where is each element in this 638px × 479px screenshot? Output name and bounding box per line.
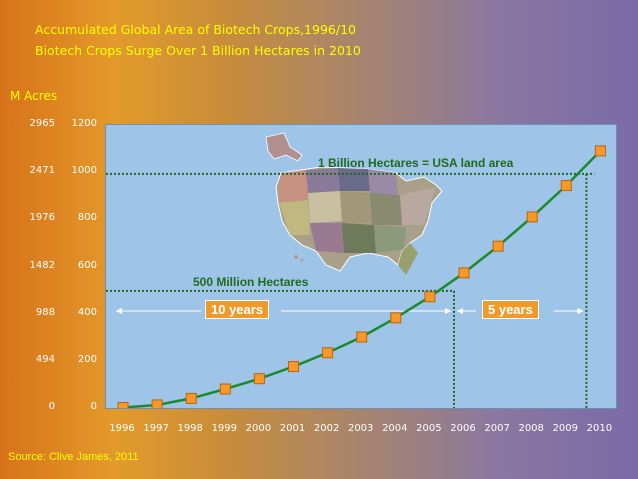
span-5-years: 5 years: [482, 300, 539, 319]
chart-subtitle: Biotech Crops Surge Over 1 Billion Hecta…: [35, 43, 361, 58]
data-point: [424, 291, 436, 303]
usa-map-icon: [265, 132, 443, 275]
x-tick-label: 2008: [518, 423, 544, 434]
data-point: [322, 347, 334, 359]
y-tick-label: 1200: [71, 118, 97, 129]
chart-svg: [106, 132, 606, 408]
data-point: [185, 392, 197, 404]
data-point: [492, 240, 504, 252]
x-tick-label: 1996: [109, 423, 135, 434]
y-tick-label: 200: [77, 353, 97, 365]
x-tick-label: 2006: [450, 423, 476, 434]
span-5-right-arrowhead: [577, 308, 584, 314]
x-tick-label: 2004: [382, 423, 408, 434]
data-point: [458, 267, 470, 279]
x-tick-label: 1999: [211, 423, 238, 434]
chart-title: Accumulated Global Area of Biotech Crops…: [35, 22, 356, 37]
x-tick-label: 2010: [586, 423, 613, 434]
y-tick-label-acres: 988: [35, 306, 55, 318]
data-point: [117, 402, 129, 408]
data-point: [253, 373, 265, 385]
data-point: [356, 331, 368, 343]
y-tick-label-acres: 2471: [29, 165, 55, 177]
data-point: [288, 361, 299, 373]
y-tick-label: 800: [77, 212, 97, 224]
x-tick-label: 1997: [143, 423, 169, 434]
y-tick-label: 400: [77, 306, 97, 318]
data-point: [526, 211, 538, 223]
y-tick-label-acres: 494: [35, 353, 55, 365]
annotation-billion: 1 Billion Hectares = USA land area: [318, 155, 514, 170]
x-tick-label: 2005: [416, 423, 442, 434]
y-tick-label-acres: 1482: [29, 259, 55, 271]
x-tick-label: 2007: [484, 423, 510, 434]
y-tick-label-acres: 1976: [29, 212, 55, 224]
x-tick-label: 2001: [279, 423, 306, 434]
span-5-left-arrowhead: [457, 308, 463, 314]
data-point: [594, 145, 606, 157]
x-tick-label: 2009: [552, 423, 579, 434]
y-tick-label-acres: 0: [48, 401, 55, 412]
span-10-left-arrowhead: [116, 308, 122, 314]
data-point: [560, 180, 572, 192]
unit-label: M Acres: [10, 89, 58, 103]
y-tick-label: 0: [90, 401, 97, 412]
span-10-right-arrowhead: [445, 308, 451, 314]
data-point: [151, 399, 163, 408]
x-tick-label: 2000: [245, 423, 272, 434]
source-note: Source: Clive James, 2011: [8, 451, 139, 463]
data-point: [219, 383, 231, 395]
plot-area: 1 Billion Hectares = USA land area 500 M…: [105, 124, 617, 409]
y-tick-label: 1000: [71, 165, 97, 177]
data-point: [390, 312, 402, 324]
x-tick-label: 2002: [313, 423, 340, 434]
y-tick-label: 600: [77, 259, 97, 271]
x-tick-label: 2003: [347, 423, 374, 434]
annotation-500m: 500 Million Hectares: [193, 274, 309, 289]
y-tick-label-acres: 2965: [29, 118, 55, 129]
x-tick-label: 1998: [177, 423, 203, 434]
span-10-years: 10 years: [205, 300, 270, 319]
